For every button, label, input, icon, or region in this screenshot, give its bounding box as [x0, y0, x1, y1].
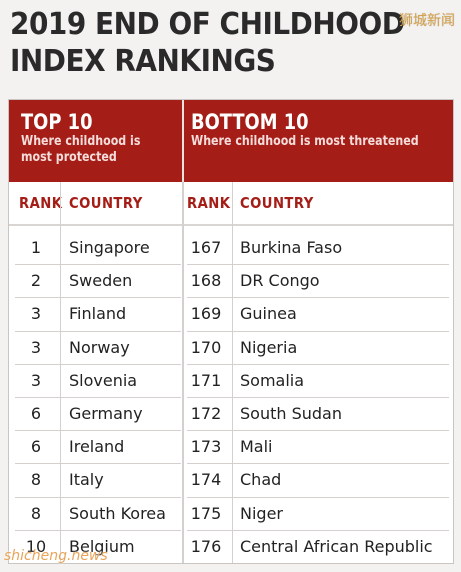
- top-rank-cell: 1: [30, 238, 42, 257]
- top-rank-cell: 8: [30, 503, 42, 523]
- bottom-rank-cell: 174: [190, 470, 222, 490]
- row-divider: [15, 463, 181, 465]
- row-divider: [15, 297, 181, 299]
- row-divider: [15, 529, 181, 531]
- row-divider: [187, 264, 449, 266]
- top-10-heading: TOP 10: [21, 110, 93, 134]
- top-country-cell: Ireland: [69, 437, 125, 457]
- top-country-cell: South Korea: [69, 503, 166, 523]
- top-country-cell: Norway: [69, 337, 130, 357]
- bottom-rank-cell: 172: [190, 403, 222, 423]
- top-10-subtitle-1: Where childhood is: [21, 134, 141, 149]
- column-divider: [60, 182, 61, 563]
- row-divider: [15, 430, 181, 432]
- table-row: 3 Slovenia 171 Somalia: [9, 365, 453, 398]
- top-country-cell: Belgium: [69, 536, 135, 556]
- table-header: TOP 10 Where childhood is most protected…: [9, 100, 453, 182]
- table-body: 1 Singapore 167 Burkina Faso 2 Sweden 168 DR Co…: [9, 232, 453, 564]
- bottom-country-cell: Burkina Faso: [240, 238, 343, 257]
- row-divider: [187, 430, 449, 432]
- table-row: 3 Finland 169 Guinea: [9, 298, 453, 332]
- top-country-cell: Finland: [69, 304, 127, 324]
- row-divider: [187, 496, 449, 498]
- bottom-country-cell: Niger: [240, 503, 283, 523]
- watermark-bottom: shicheng.news: [4, 548, 108, 564]
- table-row: 3 Norway 170 Nigeria: [9, 332, 453, 365]
- page-title: 2019 END OF CHILDHOOD INDEX RANKINGS: [10, 6, 405, 80]
- bottom-country-cell: South Sudan: [240, 403, 342, 423]
- row-divider: [187, 396, 449, 398]
- bottom-country-cell: Guinea: [240, 304, 297, 324]
- watermark-top: 狮城新闻: [399, 13, 455, 29]
- bottom-rank-cell: 170: [190, 337, 222, 357]
- bottom-country-column-header: COUNTRY: [240, 194, 314, 212]
- title-line-1: 2019 END OF CHILDHOOD: [10, 7, 405, 42]
- top-country-cell: Slovenia: [69, 370, 138, 390]
- top-rank-cell: 8: [30, 470, 42, 490]
- table-row: 10 Belgium 176 Central African Republic: [9, 531, 453, 564]
- top-country-cell: Singapore: [69, 238, 150, 257]
- table-row: 6 Germany 172 South Sudan: [9, 398, 453, 432]
- bottom-rank-cell: 175: [190, 503, 222, 523]
- bottom-rank-cell: 167: [190, 238, 222, 257]
- top-country-cell: Sweden: [69, 271, 133, 291]
- bottom-country-cell: Nigeria: [240, 337, 298, 357]
- top-rank-cell: 3: [30, 304, 42, 324]
- bottom-country-cell: Central African Republic: [240, 536, 433, 556]
- top-rank-cell: 2: [30, 271, 42, 291]
- row-divider: [15, 264, 181, 266]
- section-divider: [182, 182, 184, 563]
- row-divider: [15, 396, 181, 398]
- top-rank-cell: 10: [25, 536, 47, 556]
- bottom-10-header: BOTTOM 10 Where childhood is most threat…: [191, 110, 459, 150]
- header-divider: [182, 100, 184, 182]
- bottom-10-subtitle: Where childhood is most threatened: [191, 134, 419, 149]
- bottom-country-cell: Somalia: [240, 370, 305, 390]
- bottom-10-heading: BOTTOM 10: [191, 110, 309, 134]
- top-country-cell: Italy: [69, 470, 104, 490]
- bottom-rank-cell: 176: [190, 536, 222, 556]
- table-row: 2 Sweden 168 DR Congo: [9, 265, 453, 299]
- top-country-column-header: COUNTRY: [69, 194, 143, 212]
- title-line-2: INDEX RANKINGS: [10, 44, 276, 79]
- bottom-country-cell: Mali: [240, 437, 273, 457]
- table-row: 8 South Korea 175 Niger: [9, 498, 453, 531]
- row-divider: [15, 496, 181, 498]
- top-10-subtitle-2: most protected: [21, 150, 117, 165]
- bottom-rank-cell: 173: [190, 437, 222, 457]
- row-divider: [187, 330, 449, 332]
- bottom-country-cell: DR Congo: [240, 271, 320, 291]
- row-divider: [187, 363, 449, 365]
- row-divider: [187, 297, 449, 299]
- column-headers: RANK COUNTRY RANK COUNTRY: [9, 182, 453, 226]
- bottom-rank-column-header: RANK: [187, 194, 231, 212]
- bottom-rank-cell: 171: [190, 370, 222, 390]
- rankings-table: TOP 10 Where childhood is most protected…: [8, 99, 454, 564]
- table-row: 8 Italy 174 Chad: [9, 464, 453, 498]
- row-divider: [15, 330, 181, 332]
- top-rank-cell: 6: [30, 437, 42, 457]
- bottom-country-cell: Chad: [240, 470, 282, 490]
- row-divider: [187, 463, 449, 465]
- column-divider: [232, 182, 233, 563]
- table-row: 1 Singapore 167 Burkina Faso: [9, 232, 453, 266]
- bottom-rank-cell: 168: [190, 271, 222, 291]
- table-row: 6 Ireland 173 Mali: [9, 431, 453, 465]
- top-rank-cell: 3: [30, 370, 42, 390]
- top-rank-column-header: RANK: [19, 194, 63, 212]
- bottom-rank-cell: 169: [190, 304, 222, 324]
- top-10-header: TOP 10 Where childhood is most protected: [21, 110, 162, 166]
- top-rank-cell: 3: [30, 337, 42, 357]
- row-divider: [15, 363, 181, 365]
- top-country-cell: Germany: [69, 403, 143, 423]
- row-divider: [187, 529, 449, 531]
- top-rank-cell: 6: [30, 403, 42, 423]
